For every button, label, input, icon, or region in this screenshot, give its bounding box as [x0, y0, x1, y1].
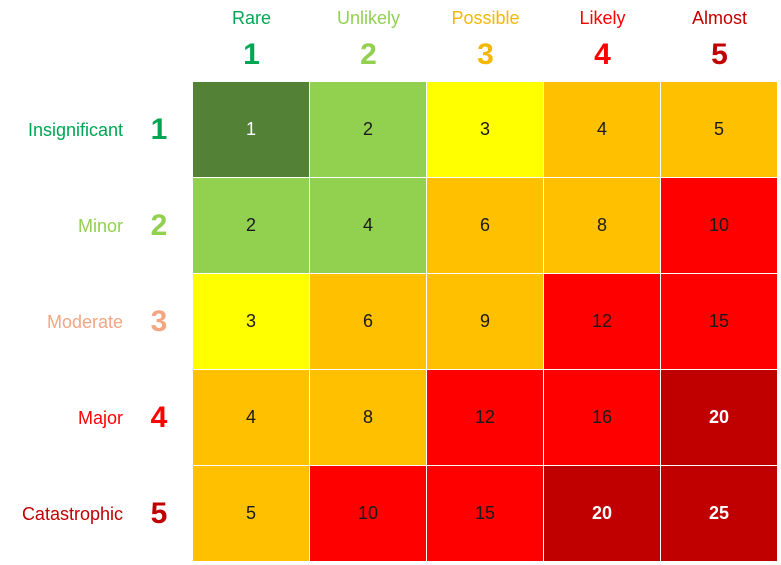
risk-cell: 12	[544, 274, 660, 369]
impact-number-5: 5	[150, 497, 168, 530]
risk-cell: 20	[661, 370, 777, 465]
likelihood-number: 4	[594, 38, 611, 71]
likelihood-number: 2	[360, 38, 377, 71]
likelihood-label: Almost	[691, 8, 747, 28]
likelihood-label: Likely	[579, 8, 626, 28]
risk-cell: 6	[310, 274, 426, 369]
risk-cell: 1	[193, 82, 309, 177]
risk-cell: 15	[661, 274, 777, 369]
impact-number-2: 2	[150, 209, 168, 242]
impact-number-3: 3	[150, 305, 168, 338]
impact-label-1: Insignificant	[27, 120, 123, 140]
risk-cell: 4	[193, 370, 309, 465]
risk-cell: 8	[544, 178, 660, 273]
risk-cell: 10	[310, 466, 426, 561]
risk-cell: 5	[193, 466, 309, 561]
risk-cell: 20	[544, 466, 660, 561]
risk-cell: 3	[427, 82, 543, 177]
risk-cell: 12	[427, 370, 543, 465]
likelihood-number: 5	[711, 38, 728, 71]
risk-cell: 8	[310, 370, 426, 465]
risk-cell: 3	[193, 274, 309, 369]
risk-matrix: 1 2 3 4 5 2 4 6 8 10 3 6 9 12 15 4 8 12 …	[193, 82, 777, 562]
likelihood-number: 3	[477, 38, 494, 71]
impact-label-2: Minor	[77, 216, 123, 236]
risk-cell: 6	[427, 178, 543, 273]
risk-cell: 25	[661, 466, 777, 561]
impact-number-1: 1	[150, 113, 168, 146]
risk-cell: 5	[661, 82, 777, 177]
risk-cell: 2	[310, 82, 426, 177]
likelihood-label: Rare	[231, 8, 271, 28]
risk-cell: 9	[427, 274, 543, 369]
likelihood-number: 1	[243, 38, 260, 71]
impact-number-4: 4	[150, 401, 168, 434]
risk-cell: 16	[544, 370, 660, 465]
risk-cell: 2	[193, 178, 309, 273]
likelihood-label: Possible	[451, 8, 520, 28]
impact-label-4: Major	[77, 408, 123, 428]
impact-label-5: Catastrophic	[21, 504, 123, 524]
likelihood-label: Unlikely	[336, 8, 401, 28]
risk-cell: 4	[544, 82, 660, 177]
risk-cell: 4	[310, 178, 426, 273]
risk-cell: 15	[427, 466, 543, 561]
risk-cell: 10	[661, 178, 777, 273]
impact-label-3: Moderate	[46, 312, 123, 332]
